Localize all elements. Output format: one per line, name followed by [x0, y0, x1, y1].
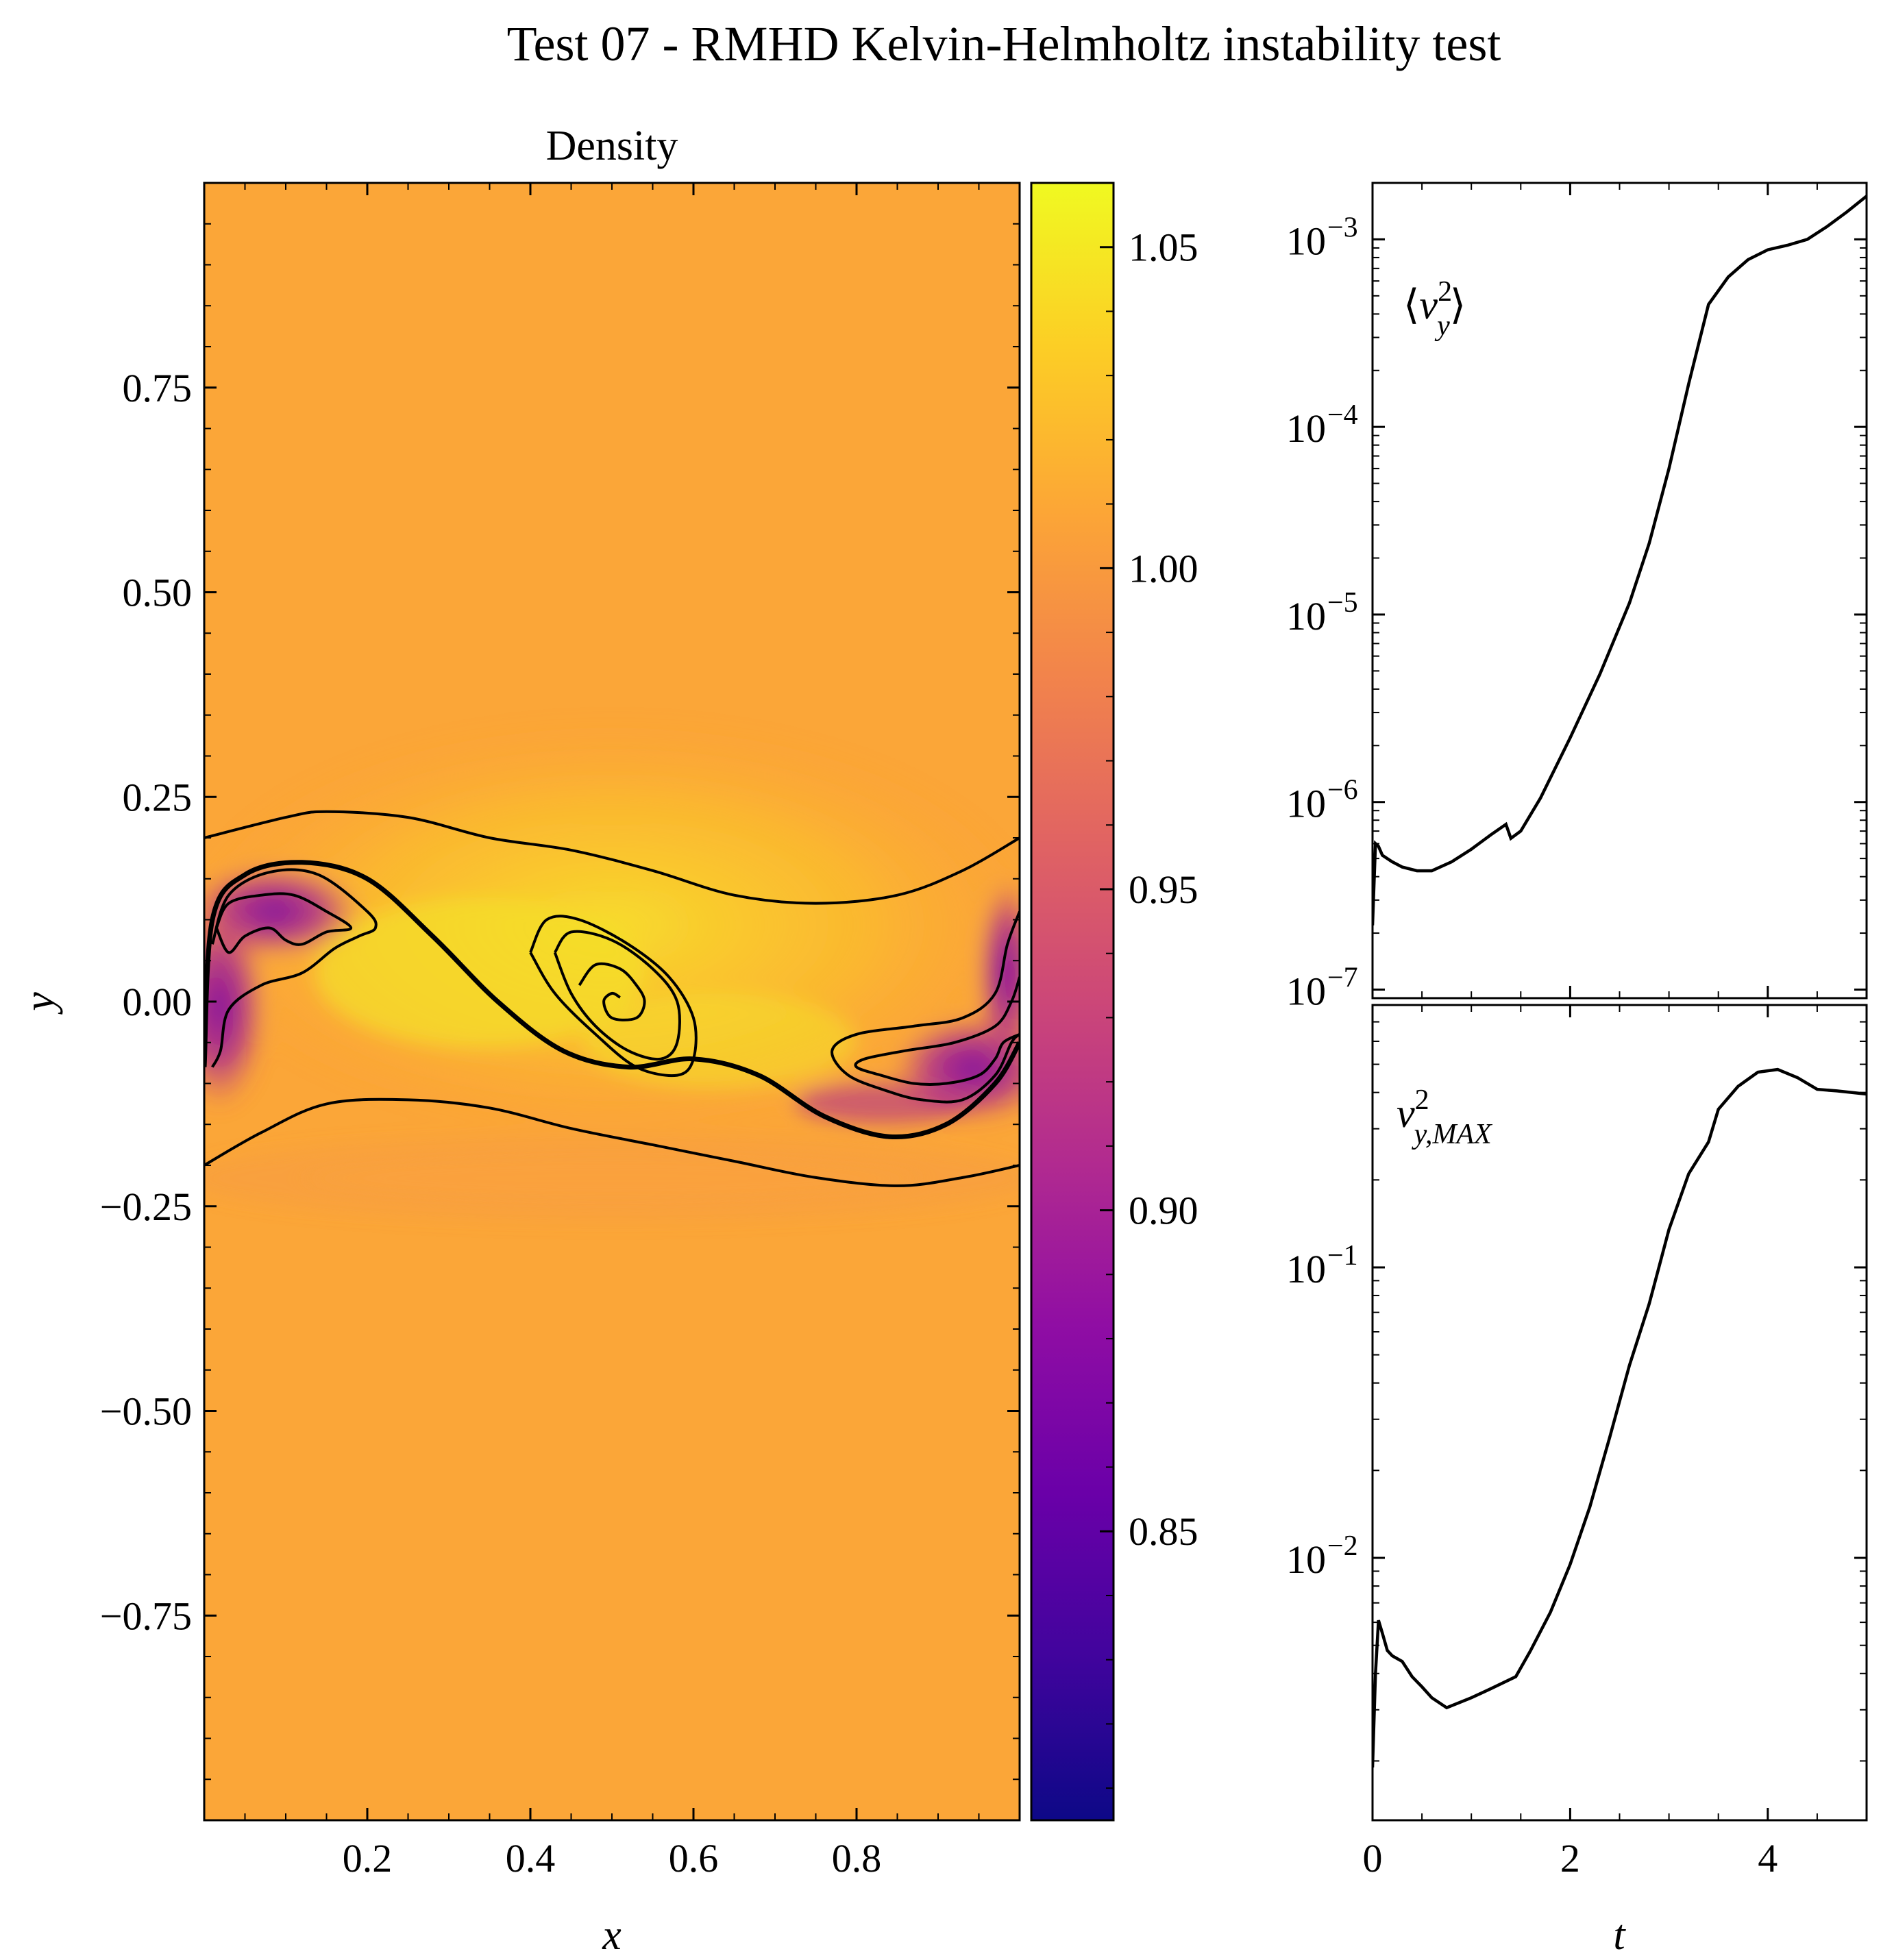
contour-center-vortex-inner [578, 962, 646, 1021]
mean-vy2-y-tick-label: 10 [1286, 782, 1326, 826]
density-x-ticks: 0.2 0.4 0.6 0.8 [244, 183, 980, 1881]
density-y-tick-label: 0.75 [123, 366, 193, 410]
density-y-tick-label: 0.00 [123, 980, 193, 1024]
colorbar-ticks: 1.05 1.00 0.95 0.90 0.85 [1100, 182, 1198, 1789]
contour-right-vortex-inner [854, 976, 1020, 1086]
contour-outer-lower [204, 1097, 1020, 1187]
max-vy2-y-tick-label: 10 [1286, 1537, 1326, 1582]
density-y-ticks: 0.75 0.50 0.25 0.00 −0.25 −0.50 −0.75 [100, 223, 1020, 1781]
density-title: Density [546, 123, 678, 169]
colorbar-tick-label: 0.85 [1129, 1509, 1198, 1554]
max-vy2-x-tick-label: 0 [1363, 1836, 1383, 1881]
density-panel: Density 0.2 0.4 0.6 0.8 0.75 0.50 0.25 0.00 −0.… [16, 123, 1021, 1959]
max-vy2-x-label: t [1613, 1912, 1626, 1959]
max-vy2-series-line [1373, 1067, 1867, 1767]
colorbar-tick-label: 1.00 [1129, 546, 1198, 591]
max-vy2-y-tick-label: 10 [1286, 1247, 1326, 1291]
mean-vy2-frame [1371, 182, 1868, 1000]
density-y-tick-label: 0.50 [123, 571, 193, 615]
density-y-tick-label: 0.25 [123, 775, 193, 819]
max-vy2-x-tick-label: 2 [1560, 1836, 1580, 1881]
mean-vy2-ticks: 10−710−610−510−410−3 [1286, 182, 1867, 1013]
contour-center-vortex-middle [553, 930, 681, 1061]
density-x-label: x [602, 1912, 622, 1959]
mean-vy2-y-tick-exponent: −4 [1327, 399, 1358, 431]
mean-vy2-y-tick-label: 10 [1286, 969, 1326, 1013]
mean-vy2-y-tick-exponent: −6 [1327, 775, 1358, 806]
max-vy2-ticks: 10 −210 −10 2 4 [1286, 1004, 1867, 1881]
mean-vy2-y-tick-exponent: −5 [1327, 587, 1358, 619]
contour-right-vortex-outer [831, 910, 1020, 1104]
density-y-tick-label: −0.75 [100, 1593, 192, 1638]
colorbar: 1.05 1.00 0.95 0.90 0.85 [1030, 182, 1198, 1822]
colorbar-tick-label: 0.95 [1129, 867, 1198, 912]
colorbar-gradient [1030, 182, 1115, 1822]
mean-vy2-annotation: ⟨v2 y⟩ [1403, 276, 1466, 342]
density-x-tick-label: 0.2 [343, 1836, 393, 1881]
mean-vy2-series-line [1373, 195, 1867, 926]
contour-outer-upper [204, 810, 1020, 905]
density-x-tick-label: 0.6 [669, 1836, 719, 1881]
density-y-tick-label: −0.25 [100, 1184, 192, 1229]
density-x-tick-label: 0.8 [832, 1836, 882, 1881]
contour-left-vortex-inner [215, 892, 353, 954]
mean-vy2-y-tick-exponent: −3 [1327, 212, 1358, 243]
mean-vy2-panel: 10−710−610−510−410−3 ⟨v2 y⟩ [1286, 182, 1868, 1013]
colorbar-tick-label: 1.05 [1129, 225, 1198, 270]
contour-shear-layer [204, 860, 1020, 1140]
density-y-tick-label: −0.50 [100, 1389, 192, 1434]
mean-vy2-y-tick-exponent: −7 [1327, 962, 1358, 993]
mean-vy2-y-tick-label: 10 [1286, 594, 1326, 638]
max-vy2-x-tick-label: 4 [1758, 1836, 1778, 1881]
density-structure [204, 719, 1020, 1219]
contour-center-vortex-outer [529, 915, 698, 1078]
density-contours [204, 810, 1020, 1187]
mean-vy2-y-tick-label: 10 [1286, 406, 1326, 451]
density-y-label: y [16, 992, 63, 1015]
mean-vy2-y-tick-label: 10 [1286, 219, 1326, 263]
max-vy2-frame [1371, 1004, 1868, 1822]
max-vy2-panel: 10 −210 −10 2 4 v2 y,MAX t [1286, 1004, 1868, 1959]
max-vy2-y-tick-exponent: −1 [1327, 1240, 1358, 1271]
figure-title: Test 07 - RMHD Kelvin-Helmholtz instabil… [507, 16, 1501, 71]
max-vy2-y-tick-exponent: −2 [1327, 1530, 1358, 1562]
max-vy2-annotation: v2 y,MAX [1397, 1084, 1493, 1150]
contour-left-vortex-outer [210, 868, 378, 1068]
colorbar-tick-label: 0.90 [1129, 1189, 1198, 1233]
density-x-tick-label: 0.4 [506, 1836, 556, 1881]
